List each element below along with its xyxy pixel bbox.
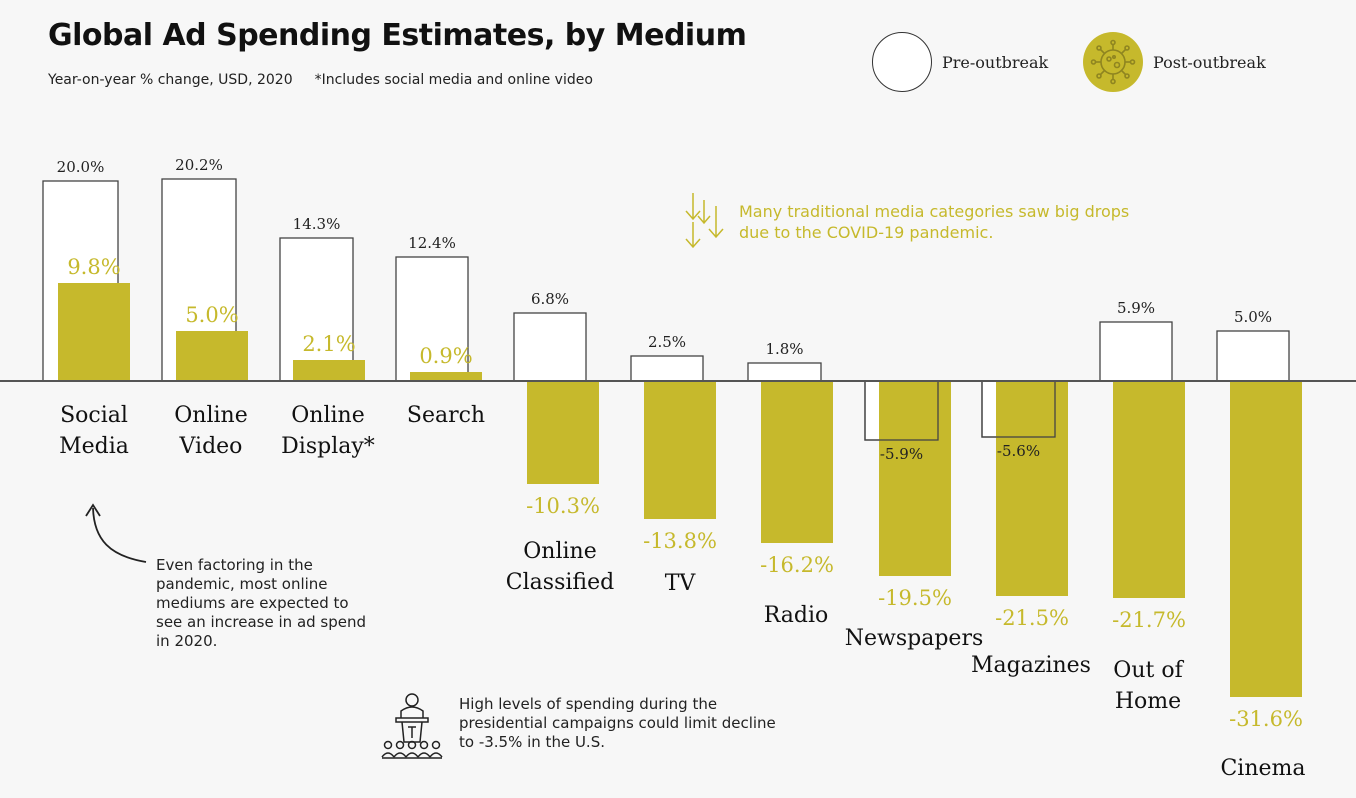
category-label-online-video-line2: Video bbox=[179, 434, 243, 459]
pre-label-radio: 1.8% bbox=[765, 340, 803, 358]
pre-label-social-media: 20.0% bbox=[57, 158, 105, 176]
post-label-social-media: 9.8% bbox=[67, 255, 120, 279]
category-labels-group: Social Media Online Video Online Display* Sear… bbox=[59, 403, 1305, 781]
pre-label-magazines: -5.6% bbox=[997, 442, 1040, 460]
post-bar-online-classified bbox=[527, 381, 599, 484]
virus-icon bbox=[1083, 32, 1143, 92]
category-label-out-of-home-line2: Home bbox=[1115, 689, 1181, 714]
legend-pre-outbreak: Pre-outbreak bbox=[872, 32, 1048, 92]
podium-crowd-icon bbox=[381, 693, 443, 759]
legend-pre-label: Pre-outbreak bbox=[942, 52, 1049, 72]
pre-bar-cinema bbox=[1216, 330, 1290, 382]
post-label-radio: -16.2% bbox=[760, 553, 834, 577]
category-label-radio: Radio bbox=[764, 603, 829, 628]
pre-label-online-classified: 6.8% bbox=[531, 290, 569, 308]
category-label-online-display-line1: Online bbox=[291, 403, 364, 428]
category-label-newspapers: Newspapers bbox=[845, 626, 984, 651]
pre-bar-online-display bbox=[279, 237, 354, 382]
pre-bar-search bbox=[395, 256, 469, 382]
category-label-out-of-home-line1: Out of bbox=[1113, 658, 1184, 683]
category-label-search: Search bbox=[407, 403, 485, 428]
post-bar-online-display bbox=[293, 360, 365, 381]
category-label-tv: TV bbox=[665, 571, 697, 596]
post-label-online-classified: -10.3% bbox=[526, 494, 600, 518]
annotation-traditional: Many traditional media categories saw bi… bbox=[739, 202, 1130, 242]
post-label-tv: -13.8% bbox=[643, 529, 717, 553]
annotation-online: Even factoring in the pandemic, most onl… bbox=[156, 556, 367, 650]
category-label-online-video-line1: Online bbox=[174, 403, 247, 428]
annotation-campaign: High levels of spending during the presi… bbox=[459, 695, 776, 751]
pre-label-search: 12.4% bbox=[408, 234, 456, 252]
post-labels-group: 9.8% 5.0% 2.1% 0.9% -10.3% -13.8% -16.2% -19.5%… bbox=[67, 255, 1303, 731]
post-bar-newspapers bbox=[879, 381, 951, 576]
post-bar-online-video bbox=[176, 331, 248, 381]
chart-title: Global Ad Spending Estimates, by Medium bbox=[48, 18, 747, 53]
post-label-search: 0.9% bbox=[419, 344, 472, 368]
subtitle-note: *Includes social media and online video bbox=[314, 72, 593, 88]
pre-label-tv: 2.5% bbox=[648, 333, 686, 351]
category-label-online-display-line2: Display* bbox=[281, 434, 375, 459]
pre-bar-out-of-home bbox=[1099, 321, 1173, 382]
post-label-online-display: 2.1% bbox=[302, 332, 355, 356]
pre-bars-group bbox=[42, 178, 1290, 441]
category-label-magazines: Magazines bbox=[971, 653, 1091, 678]
post-bar-out-of-home bbox=[1113, 381, 1185, 598]
category-label-cinema: Cinema bbox=[1220, 756, 1305, 781]
pre-bar-radio bbox=[747, 362, 822, 382]
post-bar-tv bbox=[644, 381, 716, 519]
pre-label-online-display: 14.3% bbox=[293, 215, 341, 233]
pre-label-newspapers: -5.9% bbox=[880, 445, 923, 463]
post-bar-search bbox=[410, 372, 482, 381]
post-label-out-of-home: -21.7% bbox=[1112, 608, 1186, 632]
category-label-online-classified-line1: Online bbox=[523, 539, 596, 564]
chart-subtitle: Year-on-year % change, USD, 2020 *Include… bbox=[48, 72, 593, 88]
post-label-magazines: -21.5% bbox=[995, 606, 1069, 630]
legend-post-outbreak: Post-outbreak bbox=[1083, 32, 1266, 92]
post-label-online-video: 5.0% bbox=[185, 303, 238, 327]
subtitle-text: Year-on-year % change, USD, 2020 bbox=[48, 72, 293, 88]
post-bar-magazines bbox=[996, 381, 1068, 596]
post-bar-cinema bbox=[1230, 381, 1302, 697]
pre-label-out-of-home: 5.9% bbox=[1117, 299, 1155, 317]
pre-bar-tv bbox=[630, 355, 704, 382]
post-label-cinema: -31.6% bbox=[1229, 707, 1303, 731]
pre-label-online-video: 20.2% bbox=[175, 156, 223, 174]
category-label-social-media-line2: Media bbox=[59, 434, 129, 459]
legend-post-label: Post-outbreak bbox=[1153, 52, 1266, 72]
post-bars-group bbox=[58, 283, 1302, 697]
category-label-social-media-line1: Social bbox=[60, 403, 128, 428]
pre-label-cinema: 5.0% bbox=[1234, 308, 1272, 326]
down-arrows-icon bbox=[685, 193, 724, 249]
category-label-online-classified-line2: Classified bbox=[506, 570, 614, 595]
pre-labels-group: 20.0% 20.2% 14.3% 12.4% 6.8% 2.5% 1.8% -5.9% -5.… bbox=[57, 156, 1272, 463]
pre-bar-online-classified bbox=[513, 312, 587, 382]
post-bar-social-media bbox=[58, 283, 130, 381]
post-label-newspapers: -19.5% bbox=[878, 586, 952, 610]
curved-arrow-icon bbox=[85, 503, 147, 563]
legend-pre-swatch bbox=[872, 32, 932, 92]
post-bar-radio bbox=[761, 381, 833, 543]
